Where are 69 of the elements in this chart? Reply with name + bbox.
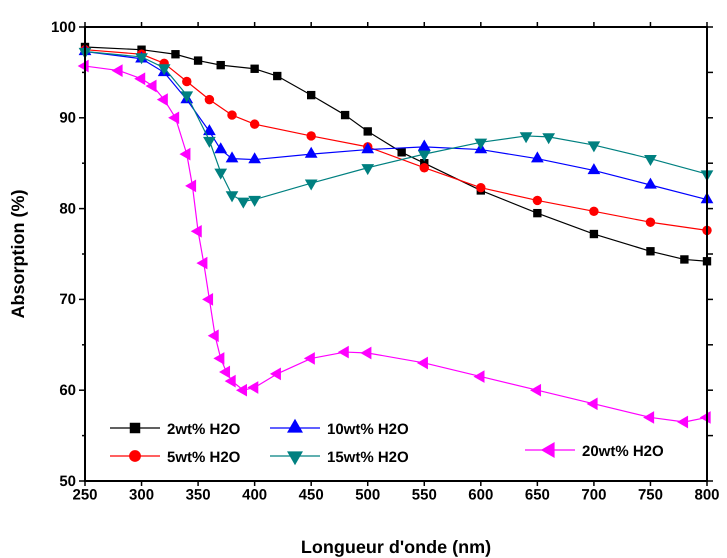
point — [182, 76, 192, 86]
point — [204, 94, 214, 104]
point — [236, 384, 247, 397]
x-tick-label: 450 — [298, 486, 324, 504]
point — [397, 148, 406, 156]
y-axis-title: Absorption (%) — [8, 190, 28, 318]
x-tick-label: 550 — [412, 486, 437, 504]
point — [112, 64, 123, 77]
point — [304, 352, 315, 365]
legend-label: 10wt% H2O — [327, 421, 410, 438]
point — [340, 110, 350, 120]
point — [219, 366, 230, 378]
x-tick-label: 700 — [581, 486, 606, 504]
x-tick-label: 600 — [468, 486, 494, 504]
point — [134, 72, 146, 86]
x-tick-label: 650 — [524, 486, 550, 504]
x-tick-label: 750 — [638, 486, 663, 504]
point — [307, 90, 316, 100]
point — [306, 131, 316, 141]
y-tick-label: 90 — [59, 110, 76, 127]
point — [532, 196, 542, 206]
point — [364, 127, 372, 136]
point — [646, 247, 655, 256]
point — [213, 352, 224, 365]
point — [171, 50, 180, 58]
point — [216, 60, 225, 70]
point — [194, 56, 202, 65]
y-tick-label: 100 — [50, 18, 76, 36]
x-axis-title: Longueur d'onde (nm) — [300, 537, 492, 557]
point — [589, 206, 599, 216]
point — [156, 93, 168, 106]
y-tick-label: 70 — [59, 291, 76, 308]
point — [250, 64, 259, 73]
point — [416, 356, 428, 370]
point — [586, 397, 598, 410]
legend-label: 5wt% H2O — [167, 449, 241, 466]
point — [533, 208, 542, 218]
x-tick-label: 300 — [129, 486, 154, 504]
point — [227, 110, 237, 120]
point — [680, 255, 689, 264]
point — [646, 218, 656, 227]
point — [224, 374, 236, 388]
y-tick-label: 60 — [59, 382, 76, 399]
point — [270, 368, 281, 380]
point — [338, 346, 349, 358]
x-tick-label: 800 — [694, 486, 720, 504]
point — [196, 256, 208, 270]
legend-label: 15wt% H2O — [327, 449, 410, 466]
point — [247, 381, 258, 394]
point — [202, 293, 214, 306]
point — [420, 163, 429, 172]
point — [476, 183, 486, 192]
x-tick-label: 400 — [242, 486, 268, 504]
point — [250, 119, 260, 129]
point — [185, 180, 196, 192]
point — [590, 230, 598, 238]
point — [273, 72, 282, 80]
point — [208, 329, 219, 342]
point — [360, 346, 372, 360]
y-tick-label: 80 — [59, 200, 76, 218]
point — [190, 224, 202, 238]
point — [179, 148, 190, 160]
x-tick-label: 350 — [186, 486, 211, 504]
point — [530, 384, 542, 397]
x-tick-label: 500 — [355, 486, 380, 504]
legend-label: 20wt% H2O — [582, 443, 664, 460]
point — [168, 111, 180, 124]
point — [146, 80, 157, 92]
legend-label: 2wt% H2O — [167, 421, 241, 438]
